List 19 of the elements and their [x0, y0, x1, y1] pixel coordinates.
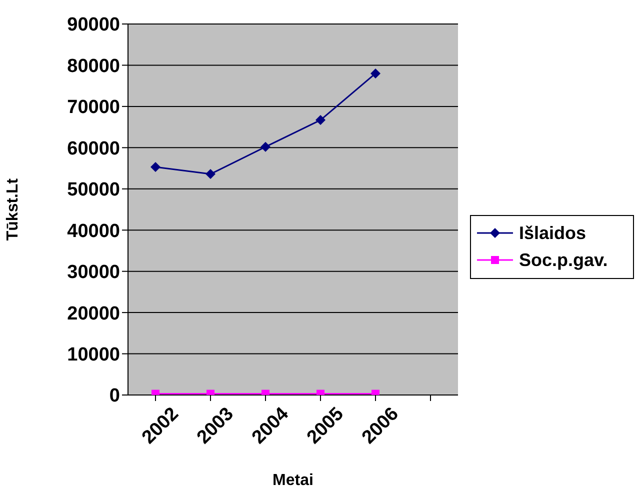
y-tick-label: 80000: [67, 56, 120, 77]
y-tick-label: 90000: [67, 14, 120, 36]
y-tick-label: 20000: [67, 303, 120, 324]
y-tick-label: 70000: [67, 97, 120, 118]
y-tick-label: 50000: [67, 180, 120, 201]
y-tick-label: 10000: [67, 344, 120, 366]
point: [370, 68, 380, 78]
y-tick-label: 0: [109, 386, 120, 407]
point: [316, 115, 326, 126]
point: [260, 142, 270, 152]
y-tick-label: 60000: [67, 138, 120, 160]
x-axis-title: Metai: [272, 472, 314, 489]
y-axis-title: Tūkst.Lt: [4, 178, 22, 241]
y-tick-label: 30000: [67, 262, 120, 284]
legend-label: Soc.p.gav.: [519, 248, 608, 272]
y-tick-label: 40000: [67, 220, 120, 242]
legend-label: Išlaidos: [519, 222, 586, 244]
point: [150, 162, 160, 172]
point: [206, 169, 216, 180]
